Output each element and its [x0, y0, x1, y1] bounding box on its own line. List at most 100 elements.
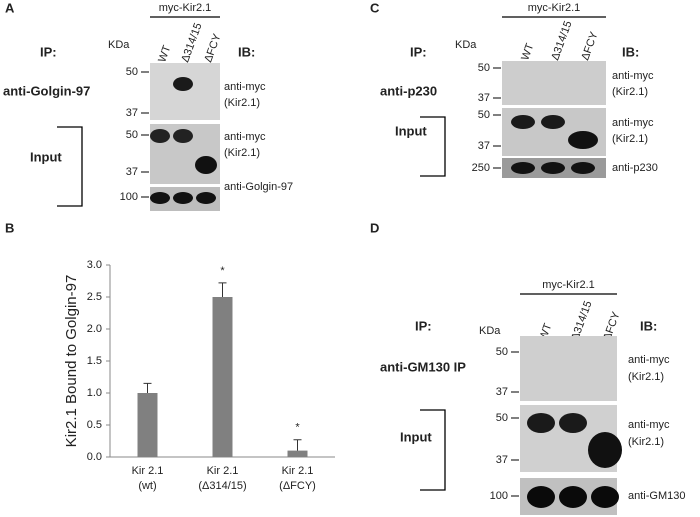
ib-label: IB:: [238, 44, 255, 59]
mw-marker: 50: [496, 346, 508, 358]
band: [150, 129, 170, 143]
construct-label: myc-Kir2.1: [159, 2, 212, 14]
x-tick-label: (ΔFCY): [279, 480, 316, 492]
y-tick-label: 3.0: [87, 259, 102, 271]
error-bar: [218, 282, 227, 297]
band: [568, 131, 598, 149]
ib-antibody: (Kir2.1): [628, 436, 664, 448]
mw-marker: 37: [478, 140, 490, 152]
ib-antibody: (Kir2.1): [612, 133, 648, 145]
y-tick-label: 1.5: [87, 355, 102, 367]
x-tick-label: Kir 2.1: [132, 465, 164, 477]
band: [559, 486, 587, 508]
input-label: Input: [395, 123, 427, 138]
mw-marker: 50: [496, 412, 508, 424]
panel-letter: A: [5, 0, 15, 15]
ib-antibody: (Kir2.1): [628, 371, 664, 383]
y-axis-title: Kir2.1 Bound to Golgin-97: [63, 275, 80, 448]
ip-antibody: anti-p230: [380, 83, 437, 98]
panel-letter: C: [370, 0, 380, 15]
y-tick-label: 0.5: [87, 419, 102, 431]
blot: [520, 336, 617, 401]
error-bar: [293, 439, 302, 451]
panel-letter: B: [5, 220, 14, 235]
mw-marker: 50: [478, 109, 490, 121]
x-tick-label: (Δ314/15): [198, 480, 246, 492]
lane-label: Δ314/15: [549, 19, 574, 62]
error-bar: [143, 382, 152, 393]
ib-antibody: (Kir2.1): [612, 86, 648, 98]
lane-label: WT: [156, 44, 173, 64]
ib-antibody: (Kir2.1): [224, 97, 260, 109]
input-label: Input: [30, 149, 62, 164]
ip-label: IP:: [410, 44, 427, 59]
bracket: [57, 126, 83, 207]
lane-label: ΔFCY: [202, 32, 224, 64]
mw-marker: 37: [496, 386, 508, 398]
ib-antibody: anti-myc: [612, 117, 654, 129]
band: [559, 413, 587, 433]
ib-antibody: anti-myc: [612, 70, 654, 82]
lane-label: WT: [519, 42, 536, 62]
kda-label: KDa: [479, 325, 501, 337]
mw-marker: 37: [126, 166, 138, 178]
band: [195, 156, 217, 174]
construct-label: myc-Kir2.1: [528, 2, 581, 14]
band: [150, 192, 170, 204]
band: [196, 192, 216, 204]
ib-antibody: anti-GM130: [628, 490, 685, 502]
band: [511, 115, 535, 129]
ib-antibody: anti-myc: [628, 419, 670, 431]
x-tick-label: Kir 2.1: [207, 465, 239, 477]
x-tick-label: (wt): [138, 480, 156, 492]
band: [173, 192, 193, 204]
y-tick-label: 2.5: [87, 291, 102, 303]
band: [541, 162, 565, 174]
blot: [150, 63, 220, 120]
bracket: [420, 116, 446, 177]
ib-antibody: anti-Golgin-97: [224, 181, 293, 193]
significance-marker: *: [220, 265, 225, 277]
bracket: [420, 409, 446, 491]
kda-label: KDa: [455, 39, 477, 51]
mw-marker: 37: [496, 454, 508, 466]
ib-antibody: anti-myc: [628, 354, 670, 366]
ip-label: IP:: [40, 44, 57, 59]
input-label: Input: [400, 429, 432, 444]
kda-label: KDa: [108, 39, 130, 51]
band: [511, 162, 535, 174]
ib-label: IB:: [640, 318, 657, 333]
mw-marker: 100: [120, 191, 138, 203]
ib-antibody: (Kir2.1): [224, 147, 260, 159]
band: [591, 486, 619, 508]
band: [173, 77, 193, 91]
bar: [287, 450, 308, 457]
ib-antibody: anti-myc: [224, 131, 266, 143]
bar: [137, 393, 158, 457]
ib-antibody: anti-myc: [224, 81, 266, 93]
x-tick-label: Kir 2.1: [282, 465, 314, 477]
mw-marker: 50: [126, 66, 138, 78]
blot: [502, 61, 606, 105]
bar: [212, 297, 233, 457]
ip-antibody: anti-Golgin-97: [3, 83, 90, 98]
lane-label: ΔFCY: [579, 30, 601, 62]
mw-marker: 100: [490, 490, 508, 502]
mw-marker: 50: [126, 129, 138, 141]
lane-label: Δ314/15: [179, 21, 204, 64]
mw-marker: 50: [478, 62, 490, 74]
band: [541, 115, 565, 129]
lane-label: Δ314/15: [569, 299, 594, 342]
band: [527, 413, 555, 433]
y-tick-label: 0.0: [87, 451, 102, 463]
ip-antibody: anti-GM130 IP: [380, 359, 466, 374]
band: [588, 432, 622, 468]
ib-label: IB:: [622, 44, 639, 59]
band: [571, 162, 595, 174]
band: [527, 486, 555, 508]
panel-letter: D: [370, 220, 379, 235]
y-tick-label: 2.0: [87, 323, 102, 335]
significance-marker: *: [295, 422, 300, 434]
band: [173, 129, 193, 143]
